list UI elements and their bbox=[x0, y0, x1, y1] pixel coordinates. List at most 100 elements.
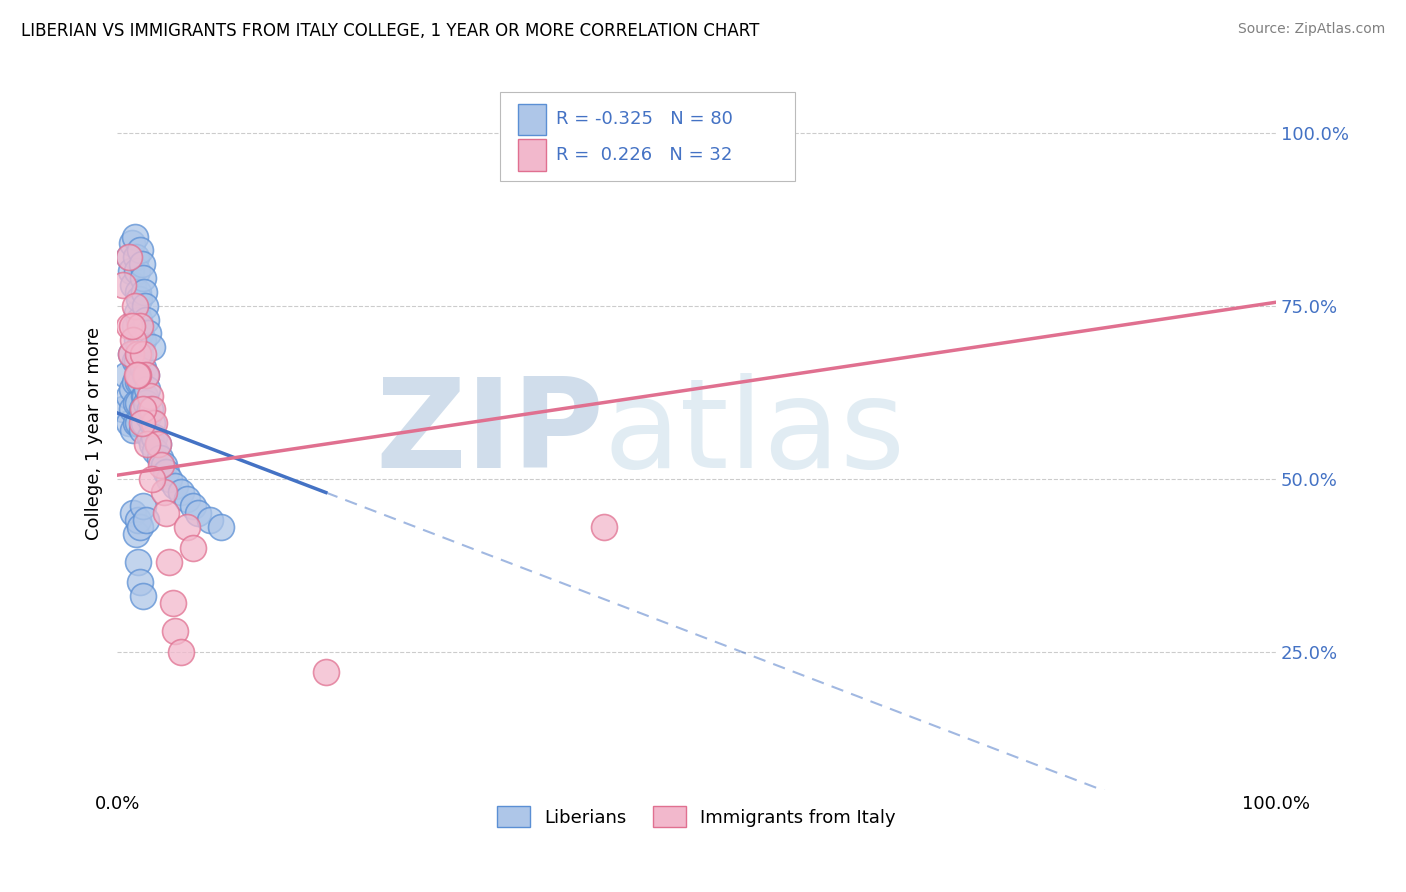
Point bbox=[121, 402, 143, 417]
Point bbox=[129, 375, 152, 389]
Point bbox=[136, 382, 159, 396]
Point bbox=[157, 472, 180, 486]
Point bbox=[127, 395, 149, 409]
Point bbox=[141, 402, 163, 417]
FancyBboxPatch shape bbox=[519, 103, 546, 136]
Text: atlas: atlas bbox=[603, 373, 905, 494]
Point bbox=[125, 333, 148, 347]
Point bbox=[135, 368, 157, 382]
Point bbox=[127, 513, 149, 527]
Text: LIBERIAN VS IMMIGRANTS FROM ITALY COLLEGE, 1 YEAR OR MORE CORRELATION CHART: LIBERIAN VS IMMIGRANTS FROM ITALY COLLEG… bbox=[21, 22, 759, 40]
Point bbox=[127, 375, 149, 389]
Point bbox=[122, 506, 145, 520]
Point bbox=[121, 236, 143, 251]
Point bbox=[118, 250, 141, 264]
Point bbox=[124, 354, 146, 368]
Point bbox=[138, 326, 160, 341]
Point bbox=[138, 409, 160, 424]
Point bbox=[120, 264, 142, 278]
Point bbox=[128, 292, 150, 306]
Point bbox=[111, 277, 134, 292]
Point bbox=[134, 299, 156, 313]
Point bbox=[127, 368, 149, 382]
Point bbox=[141, 417, 163, 431]
Point bbox=[118, 389, 141, 403]
Point bbox=[131, 417, 153, 431]
Point bbox=[122, 277, 145, 292]
Point bbox=[125, 417, 148, 431]
Point bbox=[120, 347, 142, 361]
Point bbox=[121, 382, 143, 396]
Point bbox=[124, 375, 146, 389]
Point bbox=[143, 417, 166, 431]
Point bbox=[157, 555, 180, 569]
Point bbox=[135, 395, 157, 409]
Point bbox=[155, 506, 177, 520]
Text: Source: ZipAtlas.com: Source: ZipAtlas.com bbox=[1237, 22, 1385, 37]
Point bbox=[170, 485, 193, 500]
Point bbox=[124, 319, 146, 334]
Point bbox=[125, 527, 148, 541]
Point bbox=[125, 354, 148, 368]
Point bbox=[118, 319, 141, 334]
Point bbox=[111, 402, 134, 417]
Point bbox=[145, 444, 167, 458]
Point bbox=[155, 465, 177, 479]
Point bbox=[127, 417, 149, 431]
Point bbox=[129, 347, 152, 361]
Point bbox=[131, 589, 153, 603]
Point bbox=[115, 368, 138, 382]
Point bbox=[118, 250, 141, 264]
Point bbox=[141, 340, 163, 354]
Point bbox=[132, 417, 155, 431]
Point bbox=[141, 472, 163, 486]
Point bbox=[125, 395, 148, 409]
Point bbox=[138, 430, 160, 444]
Point bbox=[143, 430, 166, 444]
Point bbox=[129, 319, 152, 334]
Point bbox=[152, 458, 174, 472]
Point bbox=[162, 596, 184, 610]
Point bbox=[592, 520, 614, 534]
Point bbox=[135, 513, 157, 527]
Y-axis label: College, 1 year or more: College, 1 year or more bbox=[86, 327, 103, 541]
Point bbox=[128, 312, 150, 326]
Point bbox=[149, 450, 172, 465]
Point bbox=[127, 285, 149, 299]
Point bbox=[315, 665, 337, 680]
Point bbox=[181, 500, 204, 514]
Point bbox=[128, 340, 150, 354]
Point bbox=[125, 264, 148, 278]
Point bbox=[136, 437, 159, 451]
Legend: Liberians, Immigrants from Italy: Liberians, Immigrants from Italy bbox=[489, 799, 903, 834]
Point bbox=[121, 319, 143, 334]
Point bbox=[187, 506, 209, 520]
Point bbox=[127, 555, 149, 569]
Point bbox=[146, 437, 169, 451]
Point bbox=[131, 500, 153, 514]
Point bbox=[124, 229, 146, 244]
Point bbox=[135, 312, 157, 326]
Text: R =  0.226   N = 32: R = 0.226 N = 32 bbox=[557, 146, 733, 164]
Text: ZIP: ZIP bbox=[375, 373, 603, 494]
FancyBboxPatch shape bbox=[499, 92, 794, 181]
Point bbox=[138, 389, 160, 403]
Point bbox=[129, 575, 152, 590]
Point bbox=[122, 423, 145, 437]
Point bbox=[181, 541, 204, 555]
Text: R = -0.325   N = 80: R = -0.325 N = 80 bbox=[557, 111, 734, 128]
Point bbox=[132, 285, 155, 299]
Point bbox=[129, 520, 152, 534]
Point bbox=[165, 624, 187, 638]
Point bbox=[131, 423, 153, 437]
Point bbox=[211, 520, 233, 534]
Point bbox=[134, 389, 156, 403]
Point bbox=[176, 492, 198, 507]
Point bbox=[125, 250, 148, 264]
Point bbox=[120, 347, 142, 361]
Point bbox=[131, 402, 153, 417]
Point bbox=[176, 520, 198, 534]
Point bbox=[141, 437, 163, 451]
Point bbox=[131, 361, 153, 376]
Point bbox=[138, 402, 160, 417]
